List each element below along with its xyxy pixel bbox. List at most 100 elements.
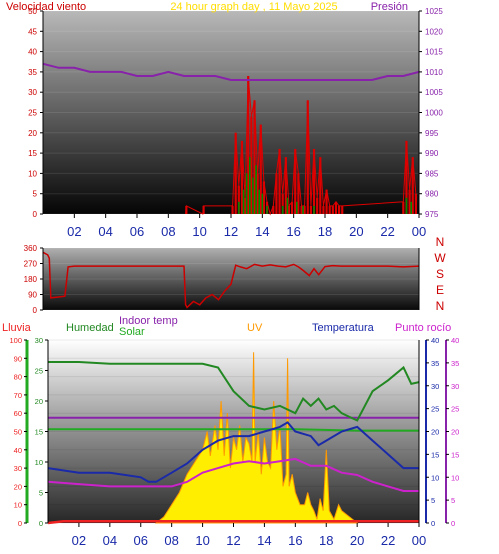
panel1-left-title: Velocidad viento (6, 1, 86, 13)
p3-x-tick-label: 04 (103, 533, 117, 548)
chart-title: 24 hour graph day , 11 Mayo 2025 (170, 1, 337, 13)
p3-lluvia-tick-label: 40 (14, 446, 22, 455)
p3-x-tick-label: 00 (412, 533, 426, 548)
p1-left-tick-label: 5 (33, 190, 38, 199)
p3-lluvia-tick-label: 60 (14, 409, 22, 418)
p1-right-tick-label: 990 (425, 149, 439, 158)
p1-x-tick-label: 22 (380, 224, 394, 239)
p3-lluvia-tick-label: 10 (14, 501, 22, 510)
p3-humedad-tick-label: 20 (35, 397, 43, 406)
p3-humedad-tick-label: 25 (35, 367, 43, 376)
temperature-line (47, 421, 419, 483)
p3-humedad-tick-label: 30 (35, 336, 43, 345)
p3-x-tick-label: 14 (257, 533, 271, 548)
p2-compass-label: E (436, 283, 444, 297)
p1-x-tick-label: 20 (349, 224, 363, 239)
p3-punto-rocio-tick-label: 0 (451, 519, 455, 528)
panel2-plot-area (43, 248, 419, 310)
wind-gust-line (185, 75, 417, 216)
p1-x-tick-label: 00 (412, 224, 426, 239)
pressure-line (42, 62, 420, 81)
legend-humedad: Humedad (66, 322, 114, 334)
p1-left-tick-label: 45 (28, 27, 37, 36)
p3-punto-rocio-tick-label: 20 (451, 428, 459, 437)
p3-x-tick-label: 08 (164, 533, 178, 548)
panel1-plot-area (43, 11, 419, 214)
p3-punto-rocio-tick-label: 25 (451, 405, 459, 414)
p1-left-tick-label: 25 (28, 109, 37, 118)
p2-compass-label: N (436, 299, 445, 313)
uv-area (154, 352, 359, 524)
p1-right-tick-label: 1005 (425, 88, 443, 97)
legend-solar: Solar (119, 326, 145, 338)
p1-left-tick-label: 40 (28, 48, 37, 57)
p3-lluvia-tick-label: 30 (14, 464, 22, 473)
p3-punto-rocio-tick-label: 15 (451, 450, 459, 459)
legend-lluvia: Lluvia (2, 322, 32, 334)
series-layer (42, 62, 420, 525)
p1-x-tick-label: 02 (67, 224, 81, 239)
p3-lluvia-tick-label: 0 (18, 519, 22, 528)
p1-right-tick-label: 975 (425, 210, 439, 219)
p1-right-tick-label: 1025 (425, 7, 443, 16)
p2-compass-label: W (434, 251, 446, 265)
p3-lluvia-tick-label: 70 (14, 391, 22, 400)
p2-compass-label: S (436, 267, 444, 281)
p3-lluvia-tick-label: 50 (14, 428, 22, 437)
p3-punto-rocio-tick-label: 10 (451, 473, 459, 482)
p3-humedad-tick-label: 10 (35, 458, 43, 467)
solar-line (48, 428, 419, 432)
p1-right-tick-label: 1020 (425, 27, 443, 36)
p1-x-tick-label: 16 (286, 224, 300, 239)
p1-right-tick-label: 1010 (425, 68, 443, 77)
p1-x-tick-label: 08 (161, 224, 175, 239)
p1-x-tick-label: 12 (224, 224, 238, 239)
p3-x-tick-label: 06 (134, 533, 148, 548)
p2-compass-label: N (436, 235, 445, 249)
p3-humedad-tick-label: 0 (39, 519, 43, 528)
p2-left-tick-label: 360 (24, 244, 38, 253)
p3-punto-rocio-tick-label: 40 (451, 336, 459, 345)
p1-left-tick-label: 15 (28, 149, 37, 158)
p3-temperatura-tick-label: 20 (431, 428, 439, 437)
p3-x-tick-label: 18 (319, 533, 333, 548)
p3-punto-rocio-tick-label: 35 (451, 359, 459, 368)
panel1-right-title: Presión (371, 1, 408, 13)
p1-right-tick-label: 995 (425, 129, 439, 138)
p2-left-tick-label: 0 (33, 306, 38, 315)
p1-right-tick-label: 1015 (425, 48, 443, 57)
p1-x-tick-label: 14 (255, 224, 269, 239)
p3-temperatura-tick-label: 15 (431, 450, 439, 459)
p3-x-tick-label: 20 (350, 533, 364, 548)
p3-humedad-tick-label: 15 (35, 428, 43, 437)
rain-line (47, 519, 419, 525)
p3-temperatura-tick-label: 35 (431, 359, 439, 368)
p1-right-tick-label: 985 (425, 169, 439, 178)
p1-left-tick-label: 30 (28, 88, 37, 97)
p1-left-tick-label: 10 (28, 169, 37, 178)
p2-left-tick-label: 180 (24, 275, 38, 284)
p3-temperatura-tick-label: 0 (431, 519, 435, 528)
legend-indoor-temp: Indoor temp (119, 315, 178, 327)
p3-lluvia-tick-label: 90 (14, 354, 22, 363)
p1-left-tick-label: 50 (28, 7, 37, 16)
p3-x-tick-label: 10 (195, 533, 209, 548)
axes-layer: 0510152025303540455097598098599099510001… (9, 7, 459, 548)
p1-x-tick-label: 06 (130, 224, 144, 239)
p3-temperatura-tick-label: 40 (431, 336, 439, 345)
legend-uv: UV (247, 322, 263, 334)
p3-humedad-tick-label: 5 (39, 489, 43, 498)
dew-point-line (47, 457, 419, 492)
p3-x-tick-label: 12 (226, 533, 240, 548)
p3-lluvia-tick-label: 80 (14, 373, 22, 382)
p1-right-tick-label: 980 (425, 190, 439, 199)
p1-x-tick-label: 18 (318, 224, 332, 239)
p3-lluvia-tick-label: 100 (9, 336, 22, 345)
wind-direction-line (42, 251, 420, 309)
p1-right-tick-label: 1000 (425, 109, 443, 118)
legend-punto-rocio: Punto rocío (395, 322, 451, 334)
p3-temperatura-tick-label: 5 (431, 496, 435, 505)
legend-temperatura: Temperatura (312, 322, 375, 334)
